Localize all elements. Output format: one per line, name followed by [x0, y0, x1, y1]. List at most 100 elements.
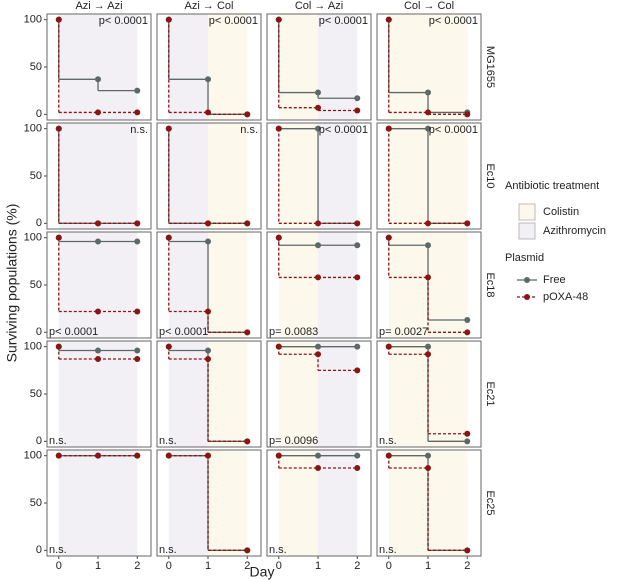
treatment-shade — [278, 341, 319, 447]
y-tick-label: 100 — [24, 341, 42, 353]
p-value: p< 0.0001 — [49, 326, 98, 338]
treatment-shade — [58, 232, 99, 338]
point — [315, 351, 322, 358]
column-label: Col → Azi — [295, 0, 343, 12]
treatment-shade — [278, 14, 319, 120]
treatment-shade — [278, 123, 319, 229]
point — [55, 343, 62, 350]
treatment-shade — [318, 450, 358, 556]
treatment-shade — [168, 123, 209, 229]
point — [134, 452, 141, 459]
point — [315, 452, 322, 459]
column-label: Azi → Col — [185, 0, 234, 12]
treatment-shade — [58, 14, 99, 120]
point — [425, 351, 432, 358]
point — [354, 343, 361, 350]
point — [315, 242, 322, 249]
panel-border — [46, 13, 152, 121]
point — [354, 220, 361, 227]
x-tick-label: 2 — [354, 560, 360, 572]
treatment-shade — [278, 450, 319, 556]
point — [95, 109, 102, 116]
panel-border — [156, 340, 262, 448]
y-tick-label: 50 — [30, 497, 42, 509]
treatment-shade — [428, 341, 468, 447]
treatment-shade — [318, 123, 358, 229]
p-value: n.s. — [379, 435, 397, 447]
point — [134, 308, 141, 315]
y-tick-label: 100 — [24, 450, 42, 462]
point — [464, 430, 471, 437]
point — [385, 343, 392, 350]
point — [464, 111, 471, 118]
point — [244, 438, 251, 445]
legend-label: Colistin — [543, 206, 579, 218]
p-value: p< 0.0001 — [319, 124, 368, 136]
point — [464, 329, 471, 336]
treatment-shade — [318, 14, 358, 120]
panel-border — [46, 231, 152, 339]
point — [134, 347, 141, 354]
treatment-shade — [208, 232, 248, 338]
p-value: p< 0.0001 — [319, 15, 368, 27]
y-tick-label: 0 — [36, 544, 42, 556]
x-tick-label: 0 — [276, 560, 282, 572]
column-label: Col → Col — [404, 0, 454, 12]
point — [244, 111, 251, 118]
point — [165, 343, 172, 350]
treatment-shade — [58, 450, 99, 556]
treatment-shade — [388, 14, 429, 120]
point — [354, 452, 361, 459]
point — [165, 125, 172, 132]
treatment-shade — [278, 232, 319, 338]
treatment-shade — [98, 14, 138, 120]
point — [95, 238, 102, 245]
point — [354, 274, 361, 281]
point — [95, 220, 102, 227]
point — [354, 464, 361, 471]
p-value: p= 0.0083 — [269, 326, 318, 338]
point — [315, 343, 322, 350]
legend-dot — [524, 294, 530, 300]
row-label: Ec10 — [484, 163, 496, 188]
point — [205, 355, 212, 362]
treatment-shade — [208, 123, 248, 229]
treatment-shade — [168, 14, 209, 120]
panel-border — [156, 449, 262, 557]
p-value: n.s. — [240, 124, 258, 136]
point — [315, 220, 322, 227]
point — [275, 125, 282, 132]
y-tick-label: 50 — [30, 61, 42, 73]
legend-swatch — [518, 203, 536, 221]
point — [425, 109, 432, 116]
panel-border — [376, 231, 482, 339]
point — [205, 347, 212, 354]
point — [244, 220, 251, 227]
treatment-shade — [208, 14, 248, 120]
y-tick-label: 50 — [30, 170, 42, 182]
x-tick-label: 1 — [95, 560, 101, 572]
point — [425, 220, 432, 227]
treatment-shade — [428, 123, 468, 229]
point — [205, 220, 212, 227]
point — [425, 452, 432, 459]
legend-label: Azithromycin — [543, 225, 606, 237]
treatment-shade — [98, 123, 138, 229]
panel-border — [376, 449, 482, 557]
panel-border — [156, 13, 262, 121]
y-tick-label: 100 — [24, 232, 42, 244]
point — [134, 355, 141, 362]
point — [95, 452, 102, 459]
p-value: n.s. — [49, 435, 67, 447]
y-tick-label: 0 — [36, 435, 42, 447]
treatment-shade — [58, 123, 99, 229]
x-tick-label: 0 — [166, 560, 172, 572]
point — [95, 76, 102, 83]
treatment-shade — [98, 450, 138, 556]
point — [275, 234, 282, 241]
point — [315, 125, 322, 132]
x-tick-label: 2 — [134, 560, 140, 572]
p-value: n.s. — [379, 544, 397, 556]
point — [425, 274, 432, 281]
legend-dot — [524, 277, 530, 283]
